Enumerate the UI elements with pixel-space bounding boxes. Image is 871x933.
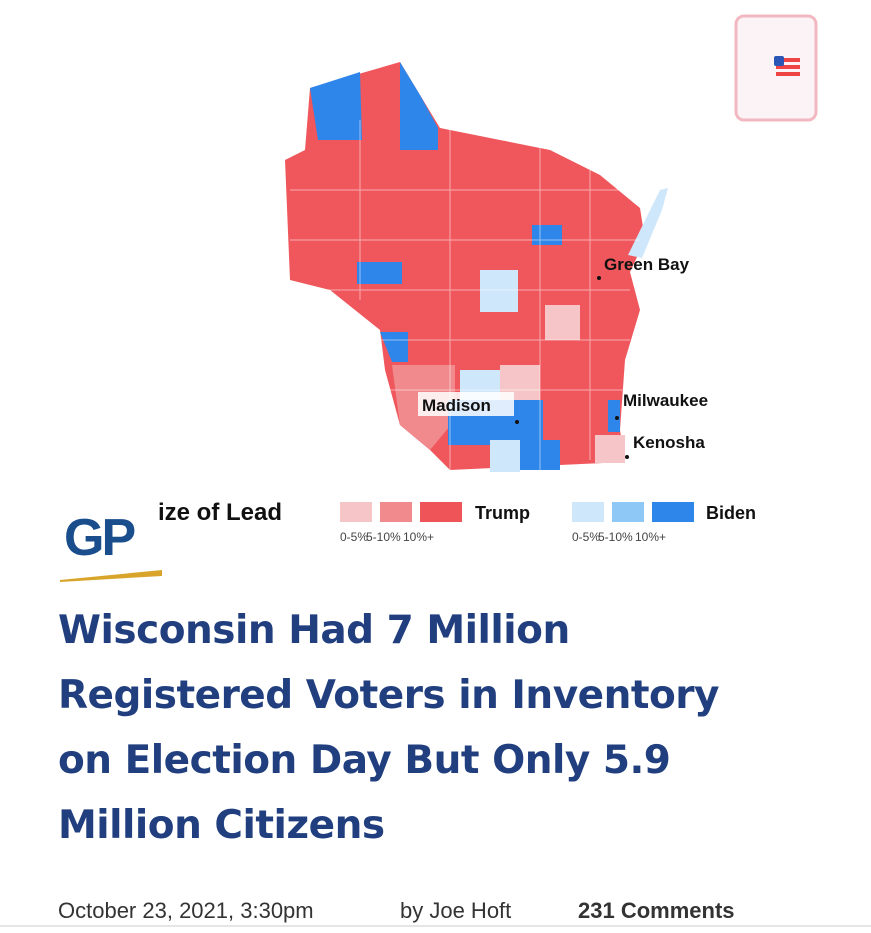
legend-label: Trump xyxy=(475,503,530,523)
legend-range: 10%+ xyxy=(403,530,434,544)
legend-swatch xyxy=(612,502,644,522)
legend-range: 10%+ xyxy=(635,530,666,544)
legend-range: 5-10% xyxy=(598,530,633,544)
legend-swatch xyxy=(572,502,604,522)
legend-range: 5-10% xyxy=(366,530,401,544)
legend-range: 0-5% xyxy=(572,530,600,544)
city-label: Kenosha xyxy=(633,433,705,452)
city-label: Green Bay xyxy=(604,255,690,274)
legend-range: 0-5% xyxy=(340,530,368,544)
legend-swatch xyxy=(652,502,694,522)
city-label: Milwaukee xyxy=(623,391,708,410)
author[interactable]: by Joe Hoft xyxy=(400,898,511,923)
date: October 23, 2021, 3:30pm xyxy=(58,898,314,923)
legend-swatch xyxy=(420,502,462,522)
legend-title: ize of Lead xyxy=(158,499,282,526)
logo-underline xyxy=(60,570,162,582)
legend-swatch xyxy=(340,502,372,522)
headline-line[interactable]: Registered Voters in Inventory xyxy=(58,673,720,718)
headline-line[interactable]: Wisconsin Had 7 Million xyxy=(58,608,570,653)
app-icon[interactable] xyxy=(734,14,818,122)
headline-line[interactable]: on Election Day But Only 5.9 xyxy=(58,738,671,783)
headline-line[interactable]: Million Citizens xyxy=(58,803,385,848)
city-label: Madison xyxy=(422,396,491,415)
wisconsin-map xyxy=(285,62,668,472)
legend-label: Biden xyxy=(706,503,756,523)
comments-link[interactable]: 231 Comments xyxy=(578,898,735,923)
logo[interactable]: GP xyxy=(64,509,137,567)
legend-swatch xyxy=(380,502,412,522)
